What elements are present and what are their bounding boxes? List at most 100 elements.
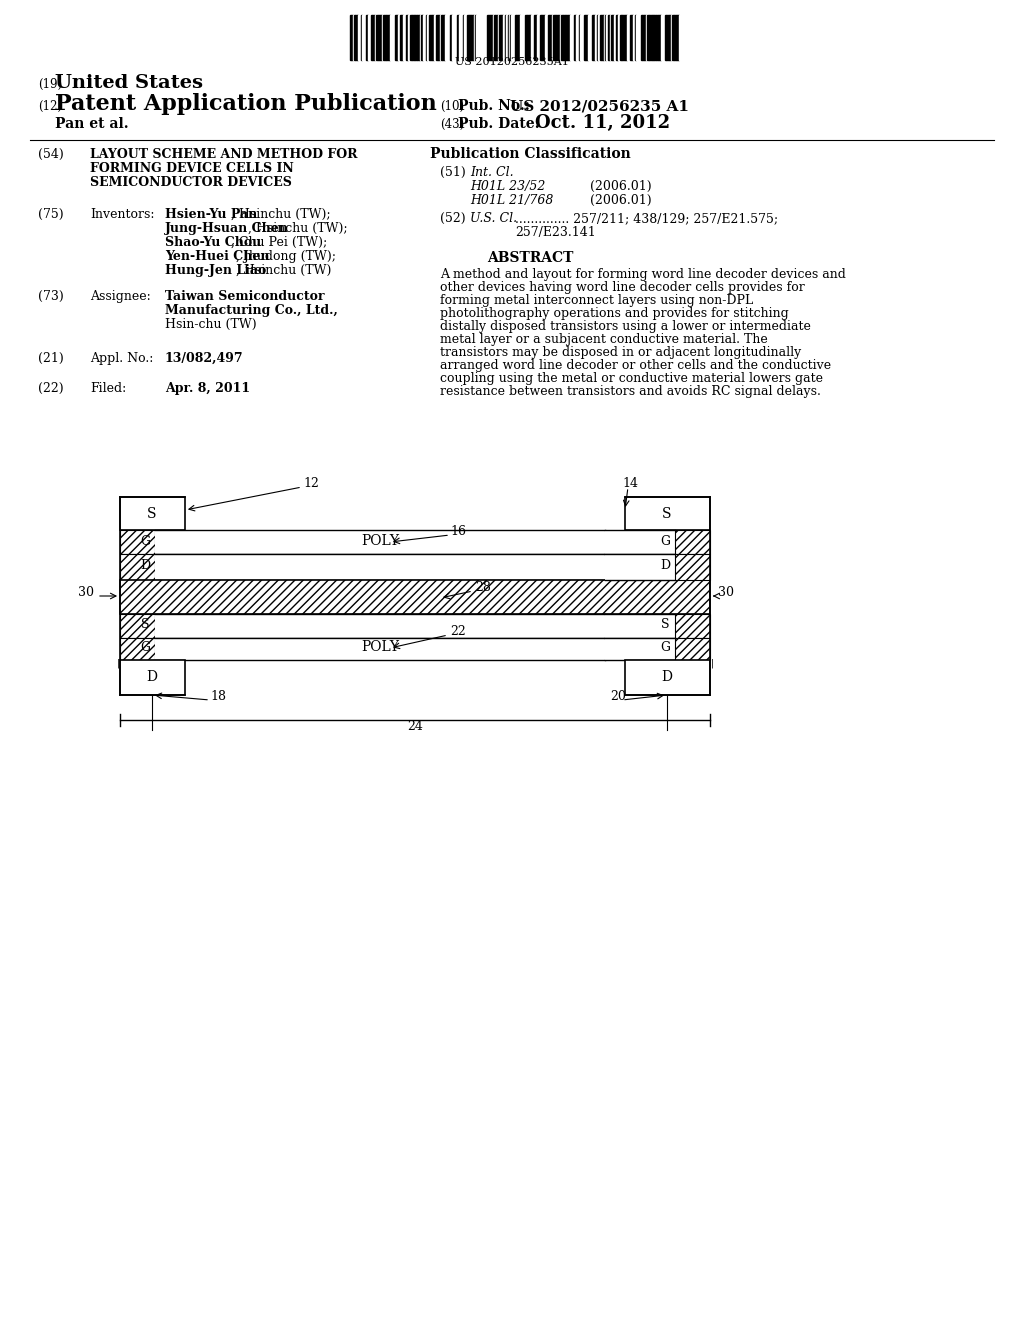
Text: (54): (54) — [38, 148, 63, 161]
Bar — [452, 15, 455, 59]
Bar — [401, 15, 403, 59]
Bar — [434, 15, 436, 59]
Text: G: G — [660, 535, 670, 548]
Text: 20: 20 — [610, 690, 626, 704]
Text: (43): (43) — [440, 117, 464, 131]
Bar — [358, 15, 360, 59]
Text: Oct. 11, 2012: Oct. 11, 2012 — [535, 114, 670, 132]
Text: 22: 22 — [450, 624, 466, 638]
Text: (21): (21) — [38, 352, 63, 366]
Bar — [429, 15, 432, 59]
Text: , Hsinchu (TW);: , Hsinchu (TW); — [231, 209, 331, 220]
Bar — [487, 15, 490, 59]
Text: (2006.01): (2006.01) — [590, 180, 651, 193]
Text: Patent Application Publication: Patent Application Publication — [55, 92, 437, 115]
Bar — [501, 15, 503, 59]
Bar — [563, 15, 565, 59]
Bar — [639, 15, 641, 59]
Bar — [532, 15, 534, 59]
Bar — [372, 15, 375, 59]
Text: (51): (51) — [440, 166, 466, 180]
Text: photolithography operations and provides for stitching: photolithography operations and provides… — [440, 308, 788, 319]
Text: forming metal interconnect layers using non-DPL: forming metal interconnect layers using … — [440, 294, 754, 308]
Bar — [542, 15, 545, 59]
Bar — [471, 15, 473, 59]
Text: 18: 18 — [210, 690, 226, 704]
Bar — [637, 15, 639, 59]
Bar — [447, 15, 450, 59]
Text: Yen-Huei Chen: Yen-Huei Chen — [165, 249, 269, 263]
Text: S: S — [147, 507, 157, 521]
Bar — [155, 554, 605, 579]
Bar — [674, 15, 676, 59]
Bar — [398, 15, 400, 59]
Bar — [417, 15, 419, 59]
Bar — [675, 614, 710, 638]
Text: ABSTRACT: ABSTRACT — [486, 251, 573, 265]
Bar — [618, 15, 620, 59]
Bar — [362, 15, 365, 59]
Text: S: S — [660, 618, 670, 631]
Text: S: S — [663, 507, 672, 521]
Text: .............. 257/211; 438/129; 257/E21.575;: .............. 257/211; 438/129; 257/E21… — [515, 213, 778, 224]
Text: 12: 12 — [303, 477, 318, 490]
Bar — [586, 15, 588, 59]
Bar — [490, 15, 493, 59]
Text: Hsin-chu (TW): Hsin-chu (TW) — [165, 318, 257, 331]
Text: |: | — [711, 657, 714, 668]
Text: Pub. Date:: Pub. Date: — [458, 117, 540, 131]
Text: Shao-Yu Chou: Shao-Yu Chou — [165, 236, 261, 249]
Bar — [537, 15, 540, 59]
Bar — [553, 15, 555, 59]
Bar — [558, 15, 560, 59]
Bar — [442, 15, 444, 59]
Bar — [467, 15, 469, 59]
Bar — [386, 15, 389, 59]
Bar — [457, 15, 459, 59]
Bar — [605, 531, 675, 554]
Bar — [351, 15, 353, 59]
Text: 30: 30 — [718, 586, 734, 599]
Bar — [546, 15, 548, 59]
Text: 30: 30 — [78, 586, 94, 599]
Bar — [436, 15, 438, 59]
Text: LAYOUT SCHEME AND METHOD FOR: LAYOUT SCHEME AND METHOD FOR — [90, 148, 357, 161]
Text: Hsien-Yu Pan: Hsien-Yu Pan — [165, 209, 257, 220]
Text: , Jhudong (TW);: , Jhudong (TW); — [237, 249, 337, 263]
Text: 24: 24 — [408, 719, 423, 733]
Text: POLY: POLY — [361, 535, 399, 548]
Text: (2006.01): (2006.01) — [590, 194, 651, 207]
Text: Hung-Jen Liao: Hung-Jen Liao — [165, 264, 266, 277]
Text: Jung-Hsuan Chen: Jung-Hsuan Chen — [165, 222, 289, 235]
Bar — [438, 15, 440, 59]
Text: 13/082,497: 13/082,497 — [165, 352, 244, 366]
Text: D: D — [140, 558, 151, 572]
Text: (22): (22) — [38, 381, 63, 395]
Bar — [120, 531, 155, 554]
Bar — [522, 15, 525, 59]
Bar — [495, 15, 498, 59]
Bar — [644, 15, 646, 59]
Text: , Hsinchu (TW): , Hsinchu (TW) — [237, 264, 332, 277]
Bar — [518, 15, 520, 59]
Bar — [600, 15, 603, 59]
Bar — [625, 498, 710, 531]
Text: other devices having word line decoder cells provides for: other devices having word line decoder c… — [440, 281, 805, 294]
Text: distally disposed transistors using a lower or intermediate: distally disposed transistors using a lo… — [440, 319, 811, 333]
Bar — [460, 15, 463, 59]
Text: |: | — [117, 657, 120, 668]
Text: metal layer or a subjacent conductive material. The: metal layer or a subjacent conductive ma… — [440, 333, 768, 346]
Bar — [642, 15, 644, 59]
Text: 257/E23.141: 257/E23.141 — [515, 226, 596, 239]
Bar — [675, 554, 710, 579]
Bar — [120, 638, 155, 660]
Text: FORMING DEVICE CELLS IN: FORMING DEVICE CELLS IN — [90, 162, 294, 176]
Bar — [120, 554, 155, 579]
Text: H01L 21/768: H01L 21/768 — [470, 194, 553, 207]
Bar — [503, 15, 505, 59]
Text: (52): (52) — [440, 213, 466, 224]
Bar — [120, 579, 710, 614]
Bar — [393, 15, 395, 59]
Bar — [383, 15, 386, 59]
Text: Inventors:: Inventors: — [90, 209, 155, 220]
